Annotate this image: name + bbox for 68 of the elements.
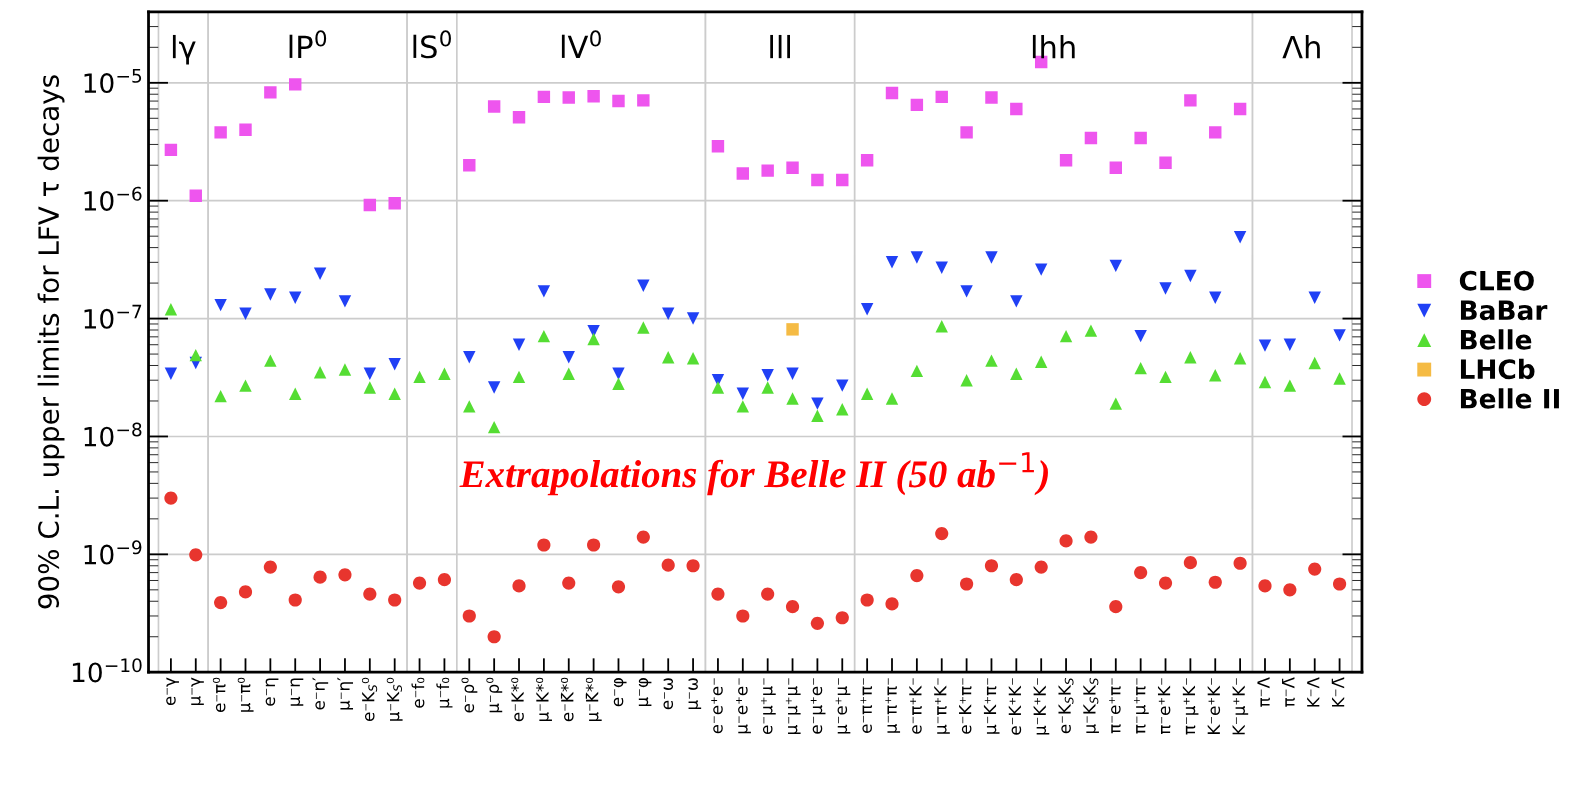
x-tick-label: μ⁻K̄*⁰ [585,677,602,722]
x-tick-label: e⁻π⁺K⁻ [909,678,922,734]
x-tick-label: μ⁻K⁺π⁻ [983,678,1000,734]
x-tick-label: μ⁻K$_{S}$⁰ [386,677,403,721]
x-tick-label: e⁻e⁺e⁻ [711,678,723,734]
x-tick-label: e⁻K⁺π⁻ [959,678,972,734]
band-label: lhh [1032,34,1075,59]
y-axis-title: 90% C.L. upper limits for LFV τ decays [37,75,65,609]
x-tick-label: π⁻μ⁺π⁻ [1133,678,1149,734]
x-tick-label: e⁻K⁺K⁻ [1008,678,1022,735]
band-label: lγ [172,34,196,65]
x-tick-label: e⁻γ [166,677,179,706]
x-tick-label: e⁻μ⁺μ⁻ [760,678,776,735]
x-tick-label: μ⁻η [290,678,304,706]
x-tick-label: μ⁻φ [638,678,652,707]
annotation: Extrapolations for Belle II (50 ab$^{−1}$) [459,452,1048,496]
legend-label: BaBar [1460,300,1548,321]
x-tick-label: π⁻μ⁺K⁻ [1182,678,1199,735]
x-tick-label: μ⁻K*⁰ [536,677,552,722]
y-tick-label: 10$^{−10}$ [72,658,142,683]
y-tick-label: 10$^{−9}$ [84,540,142,565]
x-tick-label: μ⁻μ⁺μ⁻ [785,678,801,734]
x-tick-label: e⁻K$_{S}$K$_{S}$ [1058,677,1074,734]
legend-label: CLEO [1459,270,1534,291]
x-tick-label: μ⁻K$_{S}$K$_{S}$ [1083,677,1099,734]
legend-label: LHCb [1460,358,1535,380]
x-tick-label: μ⁻π⁺K⁻ [934,678,950,734]
legend-label: Belle [1460,329,1532,350]
x-tick-label: K⁻e⁺K⁻ [1207,678,1221,734]
x-tick-label: e⁻η [265,678,279,706]
x-tick-label: μ⁻π⁰ [237,677,254,712]
x-tick-label: μ⁻γ [191,677,204,705]
x-tick-label: π⁻Λ̄ [1282,677,1295,707]
y-tick-label: 10$^{−5}$ [84,69,142,94]
x-tick-label: e⁻K̄*⁰ [560,677,574,722]
x-tick-label: e⁻η′ [312,677,329,710]
x-tick-label: K⁻Λ̄ [1331,677,1345,707]
x-tick-label: μ⁻f₀ [436,677,453,708]
x-tick-label: e⁻μ⁺e⁻ [810,678,826,734]
x-tick-label: e⁻ω [663,678,674,710]
y-tick-label: 10$^{−8}$ [84,422,142,447]
x-tick-label: μ⁻K⁺K⁻ [1033,678,1050,735]
x-tick-label: μ⁻η′ [337,677,354,710]
band-label: lP$^{0}$ [289,30,327,58]
x-tick-label: K⁻Λ [1307,677,1320,707]
x-tick-label: μ⁻e⁺e⁻ [736,678,751,734]
legend-label: Belle II [1460,388,1559,409]
x-tick-label: K⁻μ⁺K⁻ [1232,678,1249,735]
x-tick-label: e⁻π⁰ [212,677,226,712]
x-tick-label: e⁻K$_{S}$⁰ [361,677,378,721]
x-tick-label: π⁻Λ [1257,677,1270,707]
band-label: Λh [1282,34,1320,59]
band-label: lll [770,34,790,59]
x-tick-label: μ⁻π⁺π⁻ [885,678,901,733]
x-tick-label: e⁻φ [613,678,627,707]
x-tick-label: μ⁻e⁺μ⁻ [835,678,851,734]
x-tick-label: π⁻e⁺K⁻ [1157,678,1171,735]
band-label: lV$^{0}$ [561,30,601,58]
x-tick-label: π⁻e⁺π⁻ [1109,678,1121,734]
x-tick-label: μ⁻ρ⁰ [486,677,503,713]
x-tick-label: e⁻f₀ [411,677,425,708]
x-tick-label: e⁻K*⁰ [511,677,524,722]
y-tick-label: 10$^{−6}$ [84,186,142,211]
band-label: lS$^{0}$ [413,30,451,59]
y-tick-label: 10$^{−7}$ [84,304,142,329]
x-tick-label: e⁻π⁺π⁻ [860,678,873,733]
x-tick-label: μ⁻ω [688,678,702,710]
x-tick-label: e⁻ρ⁰ [461,677,478,713]
